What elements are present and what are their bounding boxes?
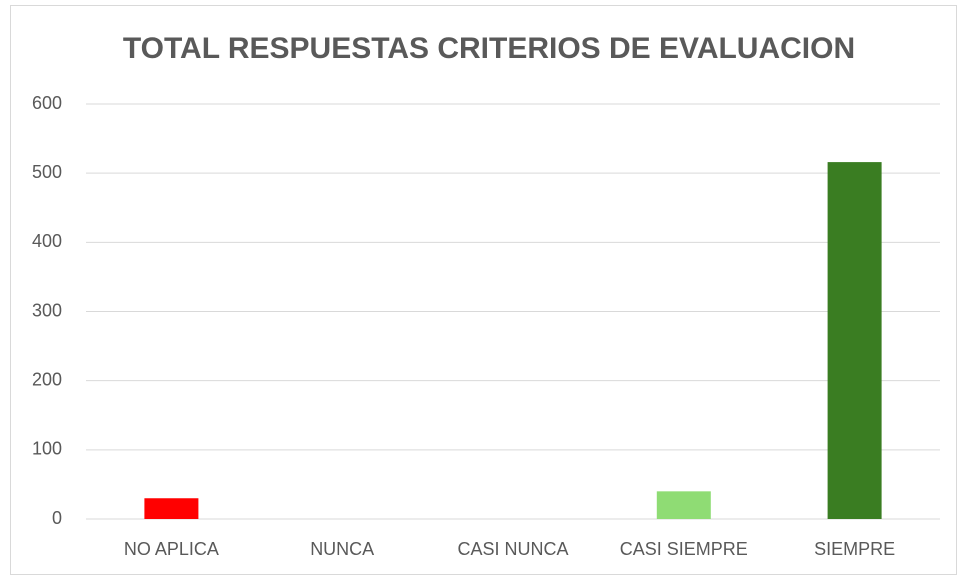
x-tick-label: CASI SIEMPRE: [620, 539, 748, 559]
y-tick-label: 200: [32, 369, 62, 389]
y-tick-label: 600: [32, 93, 62, 113]
y-tick-label: 300: [32, 300, 62, 320]
y-tick-label: 100: [32, 439, 62, 459]
chart-title: TOTAL RESPUESTAS CRITERIOS DE EVALUACION: [123, 32, 855, 65]
x-tick-label: CASI NUNCA: [457, 539, 568, 559]
y-tick-label: 0: [52, 508, 62, 528]
bar: [144, 498, 199, 519]
y-tick-label: 500: [32, 162, 62, 182]
x-tick-label: NO APLICA: [124, 539, 219, 559]
x-tick-label: NUNCA: [310, 539, 374, 559]
bar: [656, 491, 711, 519]
y-tick-label: 400: [32, 231, 62, 251]
x-tick-label: SIEMPRE: [814, 539, 895, 559]
chart-frame: [10, 5, 957, 575]
bar: [827, 162, 882, 519]
